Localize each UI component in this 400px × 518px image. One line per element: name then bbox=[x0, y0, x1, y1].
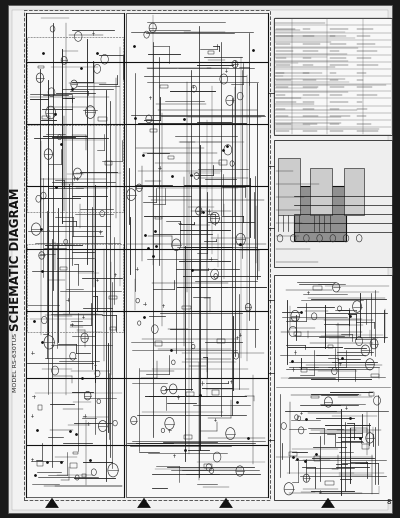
Bar bbox=[182, 306, 191, 309]
Bar bbox=[24, 10, 270, 500]
Bar bbox=[26, 13, 124, 497]
Polygon shape bbox=[138, 498, 150, 508]
Bar bbox=[311, 396, 319, 398]
Bar bbox=[82, 474, 86, 477]
Bar bbox=[168, 156, 174, 159]
Bar bbox=[314, 456, 320, 461]
Bar bbox=[369, 392, 374, 396]
Bar bbox=[294, 186, 346, 241]
Polygon shape bbox=[46, 498, 58, 508]
Bar bbox=[344, 168, 364, 215]
Bar bbox=[126, 13, 268, 497]
Bar bbox=[184, 435, 192, 439]
Bar bbox=[294, 332, 302, 336]
Bar bbox=[109, 296, 117, 299]
Polygon shape bbox=[322, 498, 334, 508]
Bar bbox=[160, 85, 168, 88]
Bar bbox=[274, 18, 392, 135]
Bar bbox=[362, 444, 369, 449]
Bar bbox=[60, 267, 67, 270]
Polygon shape bbox=[220, 498, 232, 508]
Bar bbox=[274, 275, 392, 500]
Bar bbox=[313, 286, 322, 290]
Bar bbox=[290, 319, 298, 321]
Bar bbox=[371, 375, 379, 377]
Text: SCHEMATIC DIAGRAM: SCHEMATIC DIAGRAM bbox=[9, 187, 22, 331]
Bar bbox=[150, 128, 157, 132]
Bar bbox=[27, 125, 123, 212]
Bar bbox=[38, 405, 42, 410]
Bar bbox=[212, 390, 219, 395]
Bar bbox=[42, 116, 50, 119]
Bar bbox=[70, 463, 78, 468]
Bar bbox=[155, 341, 162, 346]
Bar bbox=[328, 346, 333, 348]
Bar bbox=[208, 51, 214, 54]
Bar bbox=[278, 158, 300, 215]
Bar bbox=[105, 162, 112, 165]
Bar bbox=[110, 327, 116, 330]
Bar bbox=[37, 462, 43, 466]
Bar bbox=[325, 481, 334, 485]
Bar bbox=[310, 168, 332, 215]
Bar bbox=[218, 339, 226, 342]
Bar bbox=[220, 160, 228, 165]
Bar bbox=[301, 368, 307, 372]
Bar bbox=[289, 452, 297, 455]
Text: MODEL RS-630TUS: MODEL RS-630TUS bbox=[13, 333, 18, 392]
Bar bbox=[27, 37, 123, 124]
Bar bbox=[204, 464, 212, 468]
Bar bbox=[73, 452, 78, 454]
Bar bbox=[98, 117, 106, 121]
Bar bbox=[274, 140, 392, 267]
Text: 8: 8 bbox=[387, 499, 391, 505]
Bar bbox=[27, 244, 123, 332]
Bar bbox=[186, 392, 194, 396]
Bar bbox=[155, 217, 162, 220]
Bar bbox=[38, 66, 44, 68]
